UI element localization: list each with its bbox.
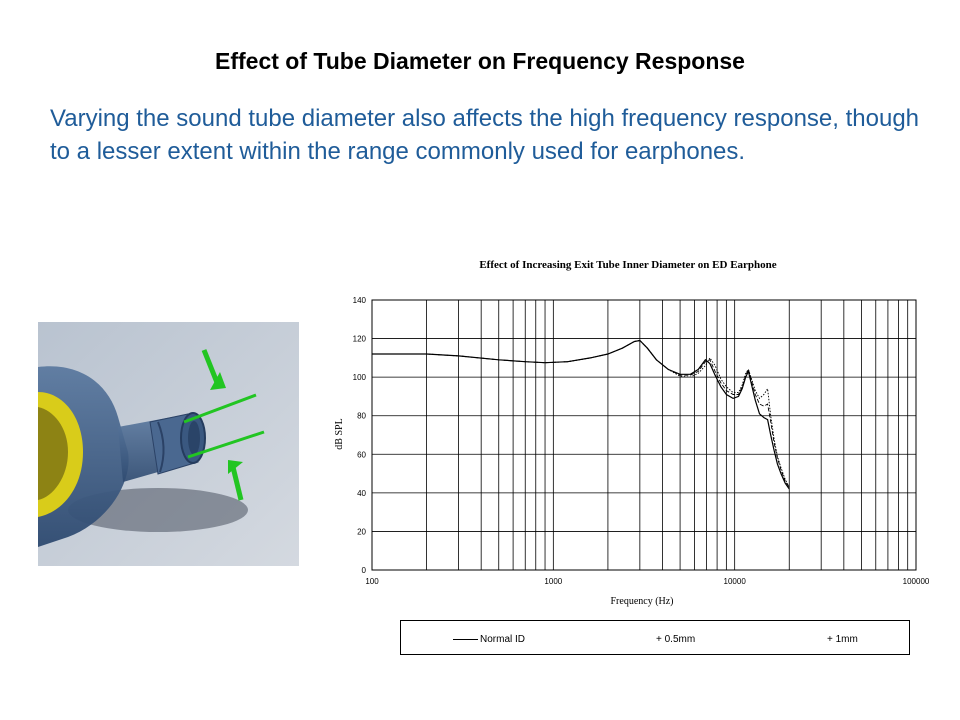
legend-item-normal-id: Normal ID [453,632,525,646]
legend-label: Normal ID [480,633,526,645]
legend-item-plus-1mm: + 1mm [827,632,858,646]
series-layer [372,339,790,490]
y-tick-label: 100 [353,373,367,382]
series-line-1 [372,339,790,490]
x-tick-labels: 100 1000 10000 100000 [365,577,930,586]
y-tick-label: 80 [357,412,366,421]
legend-swatch-solid [453,638,478,640]
x-axis-label: Frequency (Hz) [610,596,673,607]
y-tick-label: 120 [353,335,367,344]
plot-frame [371,299,917,571]
frequency-response-chart: Effect of Increasing Exit Tube Inner Dia… [334,259,930,607]
legend-label: + 0.5mm [656,633,696,645]
chart-grid [371,299,917,571]
x-tick-label: 100 [365,577,379,586]
y-tick-label: 0 [362,566,367,575]
slide-title: Effect of Tube Diameter on Frequency Res… [215,48,745,74]
x-tick-label: 1000 [544,577,562,586]
chart-title: Effect of Increasing Exit Tube Inner Dia… [479,259,776,271]
chart-legend: Normal ID + 0.5mm + 1mm [400,620,910,655]
y-tick-label: 40 [357,489,366,498]
series-line-2 [372,340,790,488]
x-tick-label: 10000 [724,577,747,586]
body-text: Varying the sound tube diameter also aff… [50,105,920,165]
y-tick-label: 20 [357,527,366,536]
x-tick-label: 100000 [903,577,930,586]
legend-label: + 1mm [827,633,858,645]
legend-item-plus-0-5mm: + 0.5mm [656,632,695,646]
y-axis-label: dB SPL [334,418,345,449]
y-tick-label: 60 [357,450,366,459]
y-tick-label: 140 [353,296,367,305]
y-tick-labels: 0 20 40 60 80 100 120 140 [353,296,367,575]
tube-illustration [38,322,299,566]
